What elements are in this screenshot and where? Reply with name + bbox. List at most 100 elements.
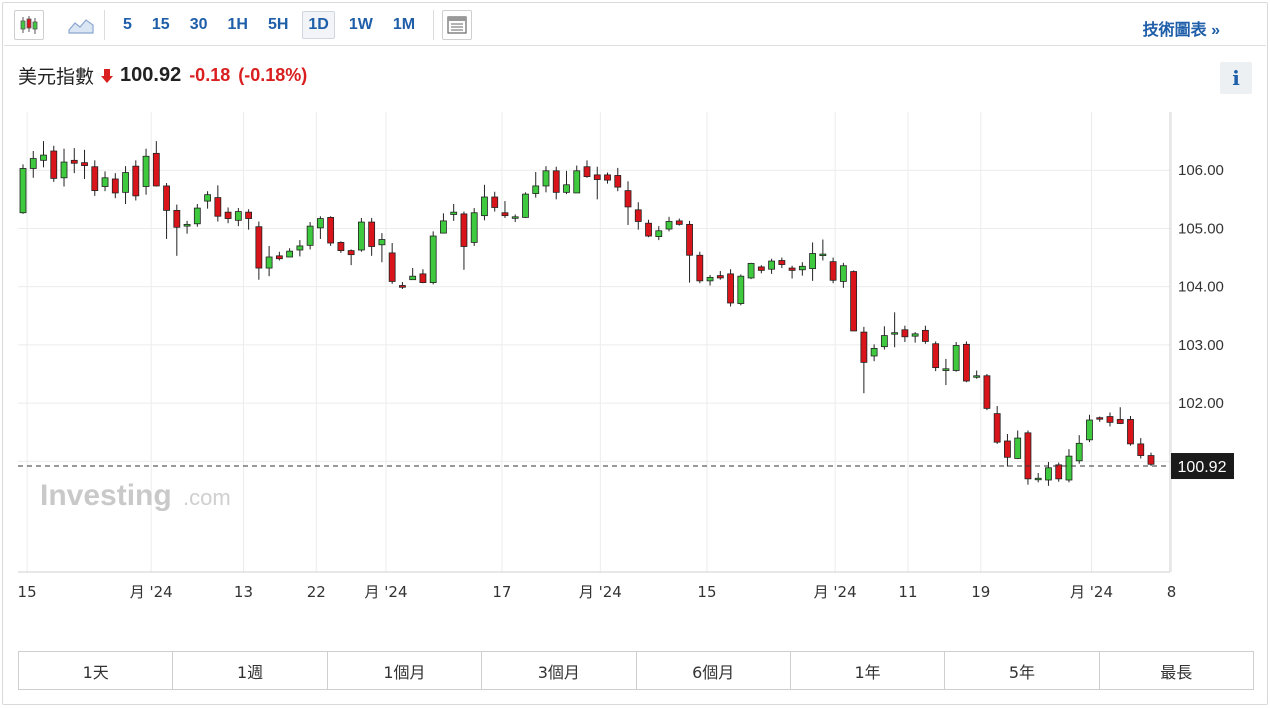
- candle: [911, 332, 919, 343]
- candle: [573, 165, 581, 194]
- range-button-7[interactable]: 最長: [1160, 662, 1193, 682]
- candle-body: [173, 210, 181, 228]
- candle-body: [993, 413, 1001, 443]
- candle: [429, 231, 437, 285]
- candle: [819, 239, 827, 261]
- interval-30[interactable]: 30: [189, 15, 208, 33]
- candle: [316, 216, 324, 239]
- candle-body: [183, 223, 191, 227]
- candle-body: [491, 196, 499, 208]
- candle-body: [624, 190, 632, 208]
- range-button-0[interactable]: 1天: [19, 652, 174, 689]
- candle-body: [604, 174, 611, 181]
- candle-body: [91, 166, 99, 192]
- candle-body: [819, 253, 827, 256]
- candle-body: [265, 256, 273, 269]
- candle: [604, 172, 611, 184]
- candle: [152, 141, 160, 187]
- candle-body: [70, 159, 78, 164]
- candle-body: [757, 266, 765, 271]
- interval-1h[interactable]: 1H: [227, 15, 248, 33]
- candle: [932, 341, 940, 372]
- x-tick-label: 月 '24: [1070, 583, 1113, 601]
- candle: [440, 213, 447, 234]
- candle: [829, 257, 837, 284]
- tech-chart-link[interactable]: 技術圖表 »: [1142, 22, 1220, 39]
- candle-body: [224, 211, 232, 219]
- candle: [706, 275, 714, 286]
- x-tick-label: 月 '24: [579, 583, 622, 601]
- down-arrow-icon: [101, 68, 114, 83]
- candle-body: [40, 154, 47, 161]
- info-icon[interactable]: i: [1220, 62, 1252, 94]
- candle: [296, 240, 304, 257]
- candle: [1065, 449, 1073, 483]
- candle: [542, 166, 550, 193]
- range-button-5[interactable]: 1年: [791, 652, 946, 689]
- candle-body: [429, 235, 437, 284]
- candle-body: [111, 178, 119, 194]
- x-tick-label: 22: [307, 583, 326, 601]
- range-button-1[interactable]: 1週: [173, 652, 328, 689]
- range-button-4[interactable]: 6個月: [637, 652, 791, 689]
- candle-body: [809, 253, 816, 270]
- candle-body: [645, 222, 652, 237]
- candlestick-icon[interactable]: [14, 9, 44, 40]
- candle: [614, 167, 622, 192]
- interval-15[interactable]: 15: [151, 15, 170, 33]
- candle: [665, 216, 673, 232]
- candle-body: [973, 375, 981, 378]
- last-price: 100.92: [120, 64, 182, 86]
- range-button-2[interactable]: 1個月: [328, 652, 483, 689]
- candle: [511, 214, 519, 223]
- candle: [193, 204, 201, 227]
- candle: [880, 326, 888, 350]
- range-button-6[interactable]: 5年: [945, 652, 1100, 689]
- candle: [337, 241, 345, 253]
- candle-body: [409, 275, 417, 281]
- candle: [368, 217, 376, 256]
- interval-5[interactable]: 5: [123, 15, 132, 33]
- candle: [891, 312, 899, 348]
- candle-body: [788, 267, 796, 271]
- layout-icon[interactable]: [442, 9, 473, 40]
- candle-body: [850, 271, 858, 332]
- x-tick-label: 8: [1167, 583, 1177, 601]
- area-chart-icon[interactable]: [68, 12, 96, 38]
- candle-body: [665, 221, 673, 230]
- candle: [245, 209, 253, 230]
- candle-body: [696, 254, 704, 282]
- candle: [768, 258, 775, 274]
- candle: [357, 217, 365, 252]
- candle-body: [50, 150, 58, 179]
- candle: [809, 242, 816, 281]
- candle-body: [880, 335, 888, 348]
- candle-body: [942, 368, 950, 371]
- candle-body: [922, 329, 929, 342]
- candle-body: [470, 212, 478, 243]
- candle-body: [655, 230, 663, 238]
- y-tick-label: 106.00: [1178, 162, 1224, 179]
- instrument-name: 美元指數: [18, 66, 95, 88]
- candle-body: [1045, 467, 1052, 481]
- interval-5h[interactable]: 5H: [267, 15, 289, 33]
- candle-body: [573, 170, 581, 194]
- y-tick-label: 104.00: [1178, 279, 1224, 296]
- range-button-3[interactable]: 3個月: [482, 652, 637, 689]
- candle-body: [891, 332, 899, 335]
- candle: [850, 270, 858, 332]
- candle: [686, 220, 693, 283]
- candle: [593, 166, 601, 200]
- candle: [624, 181, 632, 225]
- candle: [399, 282, 406, 290]
- candle-body: [542, 170, 550, 187]
- interval-1m[interactable]: 1M: [392, 15, 416, 33]
- interval-1d[interactable]: 1D: [302, 10, 335, 39]
- interval-1w[interactable]: 1W: [348, 15, 373, 33]
- candle: [737, 274, 745, 306]
- candle: [19, 164, 27, 214]
- candle: [470, 208, 478, 246]
- price-change: -0.18: [189, 65, 231, 85]
- candle: [142, 148, 150, 195]
- candle: [275, 251, 283, 261]
